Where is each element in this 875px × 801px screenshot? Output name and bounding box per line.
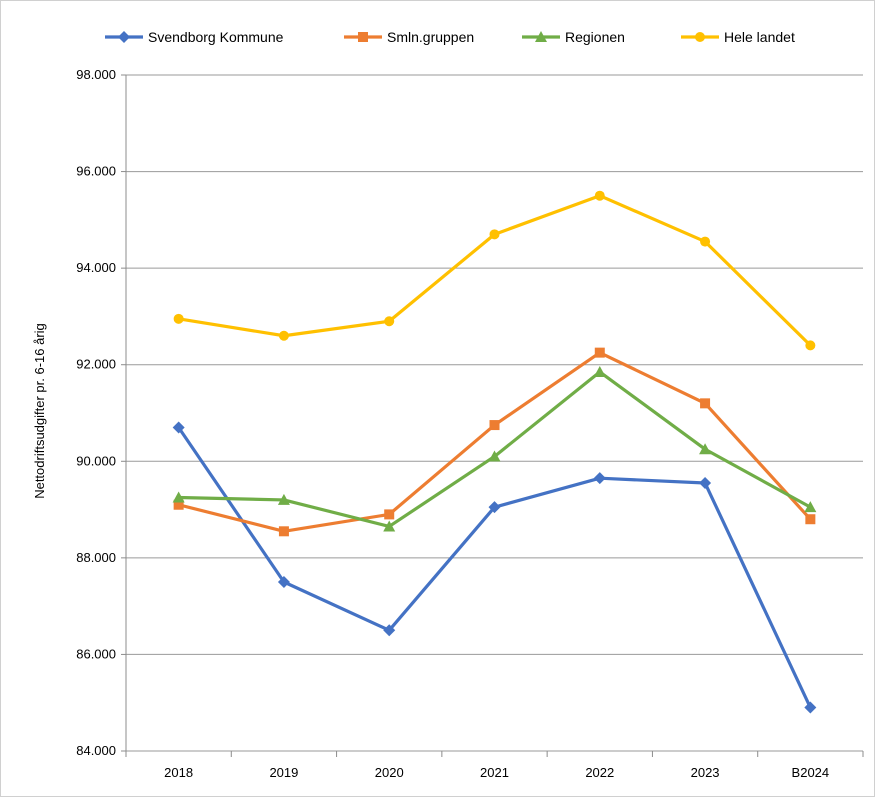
series-line	[178, 194, 812, 347]
data-point	[277, 576, 290, 588]
x-tick-label: 2023	[691, 765, 720, 780]
legend-label: Hele landet	[724, 29, 795, 45]
legend-marker	[358, 32, 368, 42]
x-tick-label: 2021	[480, 765, 509, 780]
x-tick-label: 2018	[164, 765, 193, 780]
legend-marker	[118, 31, 130, 43]
axes: 84.000 86.000 88.000 90.000 92.000 94.000 96.0…	[76, 67, 864, 780]
y-tick-label: 86.000	[76, 646, 116, 661]
data-point	[593, 365, 606, 377]
legend-marker	[695, 32, 705, 42]
legend: Svendborg Kommune Smln.gruppen Regionen Hel…	[105, 29, 795, 45]
data-point	[172, 491, 185, 503]
y-tick-label: 98.000	[76, 67, 116, 82]
data-point	[700, 398, 711, 409]
series-0	[172, 421, 817, 714]
legend-item: Smln.gruppen	[344, 29, 474, 45]
legend-item: Regionen	[522, 29, 625, 45]
legend-item: Svendborg Kommune	[105, 29, 284, 45]
data-point	[489, 229, 500, 240]
data-point	[383, 624, 396, 637]
y-tick-label: 94.000	[76, 260, 116, 275]
legend-label: Regionen	[565, 29, 625, 45]
legend-label: Smln.gruppen	[387, 29, 474, 45]
series-lines	[172, 190, 817, 714]
data-point	[278, 526, 289, 537]
legend-marker	[535, 31, 547, 42]
data-point	[594, 347, 605, 358]
data-point	[489, 420, 500, 431]
data-point	[384, 509, 395, 520]
y-tick-label: 90.000	[76, 453, 116, 468]
data-point	[594, 190, 605, 201]
data-point	[805, 340, 816, 351]
data-point	[384, 316, 395, 327]
y-tick-label: 88.000	[76, 550, 116, 565]
data-point	[804, 701, 817, 714]
series-3	[173, 190, 816, 351]
y-axis-title: Nettodriftsudgifter pr. 6-16 årig	[32, 323, 47, 499]
data-point	[804, 501, 817, 513]
gridlines	[126, 74, 863, 752]
series-line	[177, 426, 812, 709]
series-1	[173, 347, 816, 537]
x-tick-label: 2020	[375, 765, 404, 780]
data-point	[699, 477, 712, 490]
x-tick-label: 2019	[269, 765, 298, 780]
data-point	[173, 499, 184, 510]
y-tick-label: 96.000	[76, 164, 116, 179]
legend-label: Svendborg Kommune	[148, 29, 284, 45]
data-point	[699, 443, 712, 455]
legend-item: Hele landet	[681, 29, 795, 45]
data-point	[277, 493, 290, 505]
data-point	[488, 450, 501, 462]
data-point	[172, 421, 185, 434]
y-tick-label: 84.000	[76, 743, 116, 758]
data-point	[593, 472, 606, 485]
x-tick-label: 2022	[585, 765, 614, 780]
data-point	[700, 236, 711, 247]
y-tick-label: 92.000	[76, 357, 116, 372]
data-point	[488, 501, 501, 514]
data-point	[173, 313, 184, 324]
data-point	[383, 520, 396, 532]
data-point	[278, 330, 289, 341]
x-tick-label: B2024	[792, 765, 830, 780]
data-point	[805, 514, 816, 525]
series-2	[172, 365, 817, 532]
